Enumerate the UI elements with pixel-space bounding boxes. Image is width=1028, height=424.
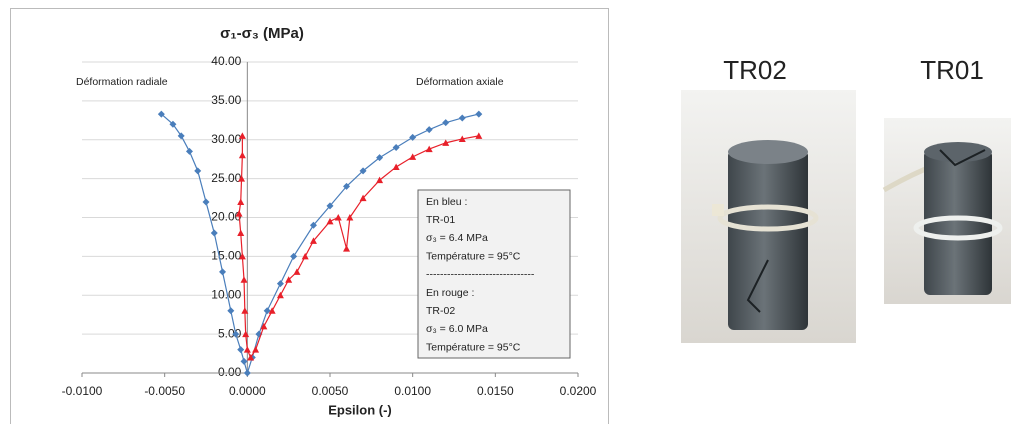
- data-point: [359, 167, 367, 175]
- note-line: Température = 95°C: [426, 250, 521, 262]
- y-tick-label: 40.00: [211, 54, 241, 68]
- y-tick-label: 10.00: [211, 287, 241, 301]
- photo-tr01: [882, 118, 1011, 304]
- data-point: [293, 268, 301, 275]
- data-point: [392, 163, 400, 170]
- data-point: [169, 120, 177, 128]
- y-tick-label: 15.00: [211, 249, 241, 263]
- data-point: [475, 110, 483, 118]
- x-tick-label: 0.0100: [394, 384, 431, 398]
- data-point: [238, 151, 246, 159]
- data-point: [243, 346, 251, 353]
- data-point: [409, 133, 417, 141]
- data-point: [334, 214, 342, 221]
- data-point: [237, 229, 245, 237]
- data-point: [240, 276, 248, 283]
- note-line: σ₃ = 6.0 MPa: [426, 323, 488, 335]
- note-box: [417, 189, 571, 359]
- data-point: [232, 330, 240, 338]
- note-line: En bleu :: [426, 196, 467, 208]
- data-point: [260, 322, 268, 330]
- data-point: [346, 214, 354, 221]
- chart: 0.005.0010.0015.0020.0025.0030.0035.0040…: [62, 25, 597, 417]
- data-point: [238, 132, 246, 139]
- photo-label: TR02: [723, 55, 787, 85]
- x-tick-label: 0.0150: [477, 384, 514, 398]
- y-tick-label: 35.00: [211, 93, 241, 107]
- data-point: [177, 132, 185, 140]
- data-point: [392, 144, 400, 152]
- data-point: [237, 346, 245, 354]
- data-point: [326, 217, 334, 225]
- x-tick-label: -0.0100: [62, 384, 103, 398]
- data-point: [268, 307, 276, 314]
- data-point: [252, 346, 260, 353]
- data-point: [157, 110, 165, 118]
- chart-title: σ₁-σ₃ (MPa): [220, 25, 304, 42]
- data-point: [376, 176, 384, 184]
- data-point: [241, 307, 249, 314]
- data-point: [276, 291, 284, 299]
- data-point: [238, 175, 246, 182]
- note-line: σ₃ = 6.4 MPa: [426, 232, 488, 244]
- data-point: [309, 221, 317, 229]
- data-point: [425, 126, 433, 134]
- annotation: Déformation axiale: [416, 76, 504, 88]
- data-point: [475, 132, 483, 139]
- data-point: [343, 182, 351, 190]
- data-point: [290, 252, 298, 260]
- data-point: [240, 357, 248, 365]
- data-point: [242, 330, 250, 338]
- data-point: [409, 153, 417, 160]
- data-point: [202, 198, 210, 206]
- data-point: [235, 210, 243, 217]
- data-point: [442, 139, 450, 146]
- x-tick-label: 0.0050: [312, 384, 349, 398]
- note-line: TR-01: [426, 214, 455, 226]
- y-tick-label: 30.00: [211, 132, 241, 146]
- data-point: [458, 135, 466, 142]
- photo-label: TR01: [920, 55, 984, 85]
- photo-tr02: [681, 90, 856, 343]
- data-point: [425, 145, 433, 153]
- y-tick-label: 0.00: [218, 365, 242, 379]
- note-line: -------------------------------: [426, 269, 535, 281]
- x-tick-label: 0.0200: [560, 384, 597, 398]
- data-point: [247, 353, 255, 361]
- note-line: Température = 95°C: [426, 341, 521, 353]
- data-point: [185, 147, 193, 155]
- data-point: [343, 245, 351, 252]
- data-point: [442, 119, 450, 127]
- data-point: [359, 194, 367, 202]
- data-point: [326, 202, 334, 210]
- note-line: TR-02: [426, 305, 455, 317]
- data-point: [219, 268, 227, 276]
- data-point: [194, 167, 202, 175]
- data-point: [309, 237, 317, 244]
- data-point: [243, 369, 251, 377]
- data-point: [301, 252, 309, 260]
- x-tick-label: 0.0000: [229, 384, 266, 398]
- data-point: [227, 307, 235, 315]
- data-point: [276, 280, 284, 288]
- note-line: En rouge :: [426, 287, 474, 299]
- data-point: [458, 114, 466, 122]
- data-point: [210, 229, 218, 237]
- y-tick-label: 20.00: [211, 210, 241, 224]
- x-tick-label: -0.0050: [144, 384, 185, 398]
- data-point: [376, 154, 384, 162]
- data-point: [285, 276, 293, 283]
- data-point: [237, 198, 245, 205]
- y-tick-label: 25.00: [211, 171, 241, 185]
- data-point: [263, 307, 271, 315]
- x-axis-title: Epsilon (-): [328, 402, 392, 417]
- annotation: Déformation radiale: [76, 76, 168, 88]
- data-point: [238, 252, 246, 260]
